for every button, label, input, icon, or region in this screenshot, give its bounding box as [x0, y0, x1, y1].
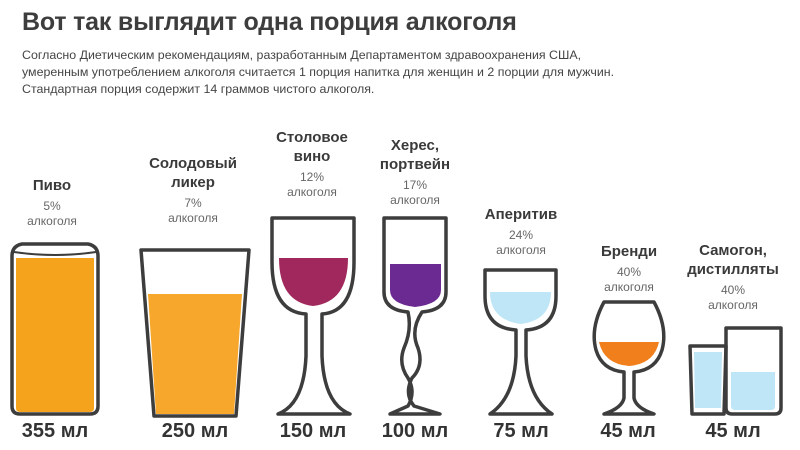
- page-title: Вот так выглядит одна порция алкоголя: [22, 8, 517, 36]
- drink-alcohol-label: алкоголя: [496, 243, 546, 257]
- drink-percent: 24%: [508, 228, 534, 242]
- beer-label: Пиво 5% алкоголя: [27, 176, 77, 229]
- sherry-glass-icon: [382, 216, 448, 416]
- drink-percent: 40%: [616, 265, 642, 279]
- intro-line: умеренным употреблением алкоголя считает…: [22, 65, 615, 79]
- drink-name: вино: [293, 148, 331, 165]
- intro-line: Согласно Диетическим рекомендациям, разр…: [22, 48, 582, 62]
- drink-percent: 17%: [402, 178, 428, 192]
- beer-can-icon: [10, 242, 100, 416]
- drink-percent: 7%: [184, 196, 202, 210]
- shot-glasses-icon: [688, 326, 783, 416]
- wine-volume: 150 мл: [279, 420, 347, 442]
- drink-alcohol-label: алкоголя: [287, 185, 337, 199]
- drink-name: Пиво: [32, 177, 72, 194]
- intro-line: Стандартная порция содержит 14 граммов ч…: [22, 82, 375, 96]
- beer-volume: 355 мл: [21, 420, 89, 442]
- drink-percent: 5%: [43, 199, 61, 213]
- aperitif-volume: 75 мл: [493, 420, 549, 442]
- malt-liquor-glass-icon: [139, 248, 251, 418]
- drink-alcohol-label: алкоголя: [604, 280, 654, 294]
- drink-name: Аперитив: [484, 206, 558, 223]
- aperitif-label: Аперитив 24% алкоголя: [485, 205, 557, 258]
- drink-percent: 40%: [720, 283, 746, 297]
- malt-liquor-volume: 250 мл: [161, 420, 229, 442]
- malt-liquor-label: Солодовый ликер 7% алкоголя: [149, 154, 237, 226]
- drink-name: Самогон,: [699, 242, 767, 259]
- brandy-snifter-icon: [592, 300, 666, 416]
- wine-label: Столовое вино 12% алкоголя: [276, 128, 348, 200]
- drink-name: ликер: [171, 174, 215, 191]
- brandy-volume: 45 мл: [600, 420, 656, 442]
- drink-percent: 12%: [299, 170, 325, 184]
- drink-name: дистилляты: [687, 261, 779, 278]
- moonshine-label: Самогон, дистилляты 40% алкоголя: [687, 241, 779, 313]
- drink-name: Бренди: [600, 243, 658, 260]
- drink-name: портвейн: [379, 156, 451, 173]
- drink-alcohol-label: алкоголя: [708, 298, 758, 312]
- sherry-volume: 100 мл: [381, 420, 449, 442]
- drink-alcohol-label: алкоголя: [168, 211, 218, 225]
- drink-alcohol-label: алкоголя: [390, 193, 440, 207]
- wine-glass-icon: [270, 216, 356, 416]
- drink-name: Херес,: [390, 137, 440, 154]
- brandy-label: Бренди 40% алкоголя: [601, 242, 657, 295]
- drink-name: Солодовый: [149, 155, 237, 172]
- drink-alcohol-label: алкоголя: [27, 214, 77, 228]
- moonshine-volume: 45 мл: [705, 420, 761, 442]
- sherry-label: Херес, портвейн 17% алкоголя: [380, 136, 450, 208]
- aperitif-glass-icon: [483, 268, 558, 416]
- drink-name: Столовое: [276, 129, 348, 146]
- intro-text: Согласно Диетическим рекомендациям, разр…: [22, 47, 782, 98]
